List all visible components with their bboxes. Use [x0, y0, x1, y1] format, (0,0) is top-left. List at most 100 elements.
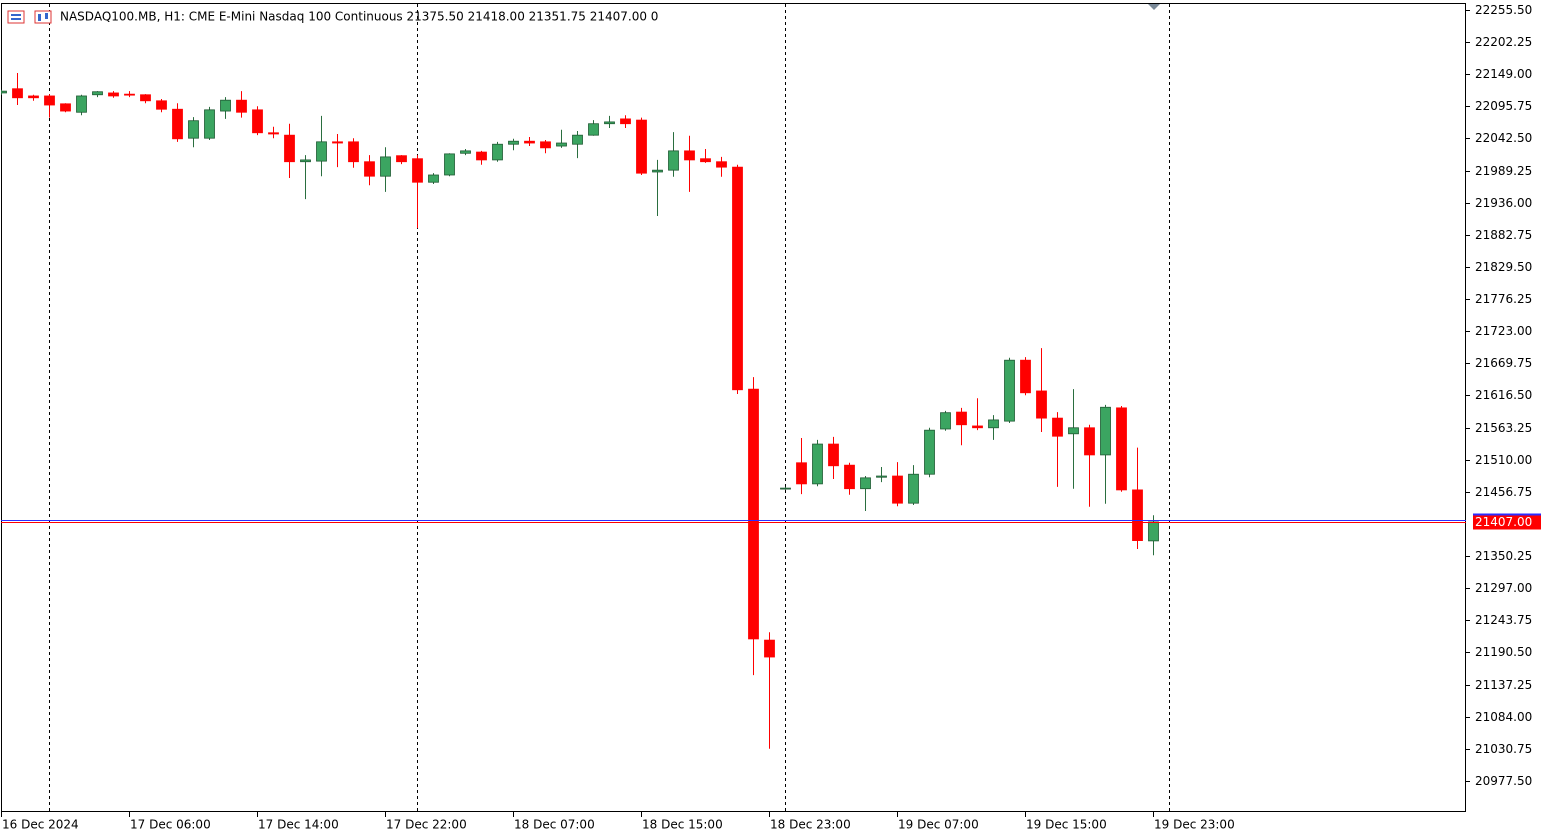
candle-body — [124, 93, 135, 96]
y-tick-label: 21829.50 — [1475, 260, 1532, 274]
ask-box-edge — [1473, 513, 1541, 516]
x-tick-label: 18 Dec 07:00 — [514, 818, 595, 832]
x-tick-label: 18 Dec 23:00 — [770, 818, 851, 832]
candle-body — [604, 121, 615, 125]
candle-body — [716, 161, 727, 168]
candle-body — [60, 103, 71, 112]
y-tick-label: 21297.00 — [1475, 581, 1532, 595]
y-tick-label: 20977.50 — [1475, 774, 1532, 788]
shift-marker — [1148, 4, 1160, 10]
y-tick-label: 21669.75 — [1475, 356, 1532, 370]
x-tick-label: 19 Dec 15:00 — [1026, 818, 1107, 832]
icon — [34, 10, 52, 24]
candle-body — [780, 487, 791, 490]
candle-body — [828, 443, 839, 467]
candle-body — [476, 151, 487, 161]
candle-body — [492, 143, 503, 161]
candle-body — [300, 159, 311, 163]
candle-body — [652, 169, 663, 173]
y-tick-label: 21456.75 — [1475, 485, 1532, 499]
candle-body — [332, 141, 343, 144]
candle-body — [428, 174, 439, 183]
candle-body — [1084, 427, 1095, 456]
candle-body — [572, 134, 583, 145]
y-tick-label: 21616.50 — [1475, 388, 1532, 402]
candle-body — [684, 150, 695, 161]
y-tick-label: 21084.00 — [1475, 710, 1532, 724]
candle-body — [892, 475, 903, 504]
candle-body — [140, 94, 151, 102]
candle-body — [284, 134, 295, 163]
y-tick-label: 21563.25 — [1475, 421, 1532, 435]
candle-body — [588, 123, 599, 136]
candle-body — [1148, 521, 1159, 542]
y-tick-label: 21989.25 — [1475, 164, 1532, 178]
candle-body — [76, 95, 87, 113]
x-tick-label: 16 Dec 2024 — [2, 818, 79, 832]
y-tick-label: 21243.75 — [1475, 613, 1532, 627]
candle-body — [156, 100, 167, 110]
candle-body — [252, 109, 263, 134]
candle-body — [268, 132, 279, 135]
candle-body — [108, 92, 119, 97]
y-tick-label: 22095.75 — [1475, 99, 1532, 113]
y-tick-label: 21882.75 — [1475, 228, 1532, 242]
icon — [7, 10, 25, 24]
icon — [38, 14, 41, 21]
candle-body — [1068, 427, 1079, 435]
y-tick-label: 21776.25 — [1475, 292, 1532, 306]
x-tick-label: 17 Dec 14:00 — [258, 818, 339, 832]
candle-body — [92, 91, 103, 96]
candle-body — [348, 141, 359, 163]
candle-body — [956, 411, 967, 426]
candle-body — [636, 119, 647, 174]
candle-body — [12, 88, 23, 99]
icon — [45, 13, 48, 19]
y-tick-label: 21030.75 — [1475, 742, 1532, 756]
y-tick-label: 21510.00 — [1475, 453, 1532, 467]
candle-body — [380, 156, 391, 177]
candle-body — [860, 477, 871, 490]
candle-body — [188, 120, 199, 139]
candle-body — [988, 419, 999, 429]
chart-title: NASDAQ100.MB, H1: CME E-Mini Nasdaq 100 … — [60, 10, 658, 24]
candle-body — [1, 90, 7, 94]
candle-body — [1036, 390, 1047, 419]
candle-body — [364, 161, 375, 177]
candle-body — [220, 99, 231, 112]
candle-body — [1004, 359, 1015, 422]
candle-body — [796, 462, 807, 485]
y-tick-label: 22202.25 — [1475, 35, 1532, 49]
candle-body — [540, 141, 551, 149]
symbol-icons — [7, 10, 52, 24]
x-tick-label: 17 Dec 06:00 — [130, 818, 211, 832]
candle-body — [460, 150, 471, 154]
candle-body — [444, 153, 455, 176]
y-tick-label: 21137.25 — [1475, 678, 1532, 692]
candle-body — [732, 166, 743, 391]
y-tick-label: 21723.00 — [1475, 324, 1532, 338]
candle-body — [28, 95, 39, 99]
x-tick-label: 19 Dec 07:00 — [898, 818, 979, 832]
candle-body — [1052, 417, 1063, 437]
plot-area — [1, 73, 1159, 749]
candle-body — [524, 140, 535, 144]
candle-body — [204, 109, 215, 139]
y-tick-label: 22255.50 — [1475, 3, 1532, 17]
candle-body — [1132, 489, 1143, 541]
y-tick-label: 21350.25 — [1475, 549, 1532, 563]
x-tick-label: 19 Dec 23:00 — [1154, 818, 1235, 832]
plot-frame — [1, 3, 1466, 812]
x-tick-label: 17 Dec 22:00 — [386, 818, 467, 832]
candle-body — [396, 155, 407, 163]
candle-body — [556, 142, 567, 147]
candle-body — [668, 150, 679, 171]
x-tick-label: 18 Dec 15:00 — [642, 818, 723, 832]
candle-body — [620, 118, 631, 125]
candle-body — [1100, 406, 1111, 456]
candle-body — [1116, 407, 1127, 491]
candle-body — [748, 388, 759, 640]
candle-body — [876, 475, 887, 478]
